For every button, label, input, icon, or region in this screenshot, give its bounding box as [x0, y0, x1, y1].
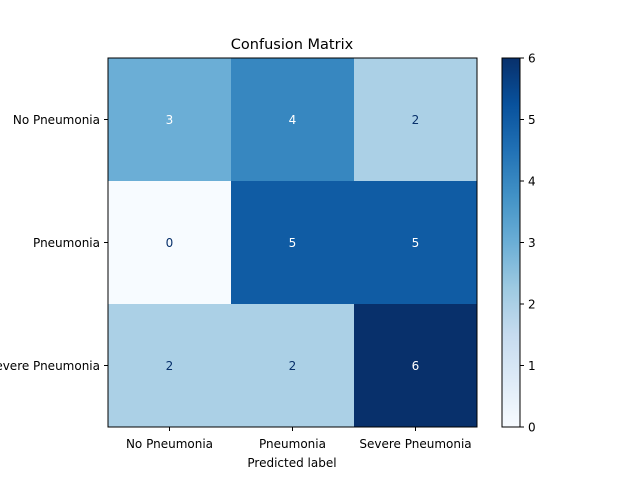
cell-value-label: 2: [412, 113, 420, 127]
x-axis-ticks: No Pneumonia Pneumonia Severe Pneumonia: [126, 427, 472, 451]
colorbar-tick-label: 3: [528, 236, 536, 250]
heatmap-cell: [231, 58, 355, 182]
colorbar-tick-label: 2: [528, 298, 536, 312]
heatmap-cell: [108, 304, 232, 428]
heatmap-cell-labels: 3 4 2 0 5 5 2 2 6: [166, 113, 420, 373]
colorbar-tick-label: 1: [528, 359, 536, 373]
cell-value-label: 2: [166, 359, 174, 373]
heatmap-cell: [354, 181, 478, 305]
colorbar-tick-label: 0: [528, 421, 536, 435]
y-tick-label: Severe Pneumonia: [0, 359, 100, 373]
y-tick-label: No Pneumonia: [13, 113, 100, 127]
heatmap-cell: [231, 181, 355, 305]
heatmap-cell: [108, 58, 232, 182]
x-tick-label: No Pneumonia: [126, 437, 213, 451]
y-tick-label: Pneumonia: [33, 236, 100, 250]
y-axis-ticks: No Pneumonia Pneumonia Severe Pneumonia: [0, 113, 108, 373]
cell-value-label: 2: [289, 359, 297, 373]
heatmap-cells: [108, 58, 478, 428]
cell-value-label: 5: [289, 236, 297, 250]
cell-value-label: 3: [166, 113, 174, 127]
heatmap-cell: [231, 304, 355, 428]
colorbar-tick-label: 4: [528, 175, 536, 189]
x-axis-label: Predicted label: [247, 456, 336, 470]
colorbar-tick-label: 5: [528, 113, 536, 127]
cell-value-label: 4: [289, 113, 297, 127]
heatmap-cell: [108, 181, 232, 305]
cell-value-label: 0: [166, 236, 174, 250]
x-tick-label: Pneumonia: [259, 437, 326, 451]
colorbar: [501, 57, 521, 428]
cell-value-label: 6: [412, 359, 420, 373]
x-tick-label: Severe Pneumonia: [359, 437, 471, 451]
cell-value-label: 5: [412, 236, 420, 250]
heatmap-cell: [354, 304, 478, 428]
colorbar-tick-label: 6: [528, 52, 536, 66]
chart-title: Confusion Matrix: [231, 37, 354, 53]
heatmap-cell: [354, 58, 478, 182]
colorbar-ticks: 0 1 2 3 4 5 6: [520, 52, 536, 435]
